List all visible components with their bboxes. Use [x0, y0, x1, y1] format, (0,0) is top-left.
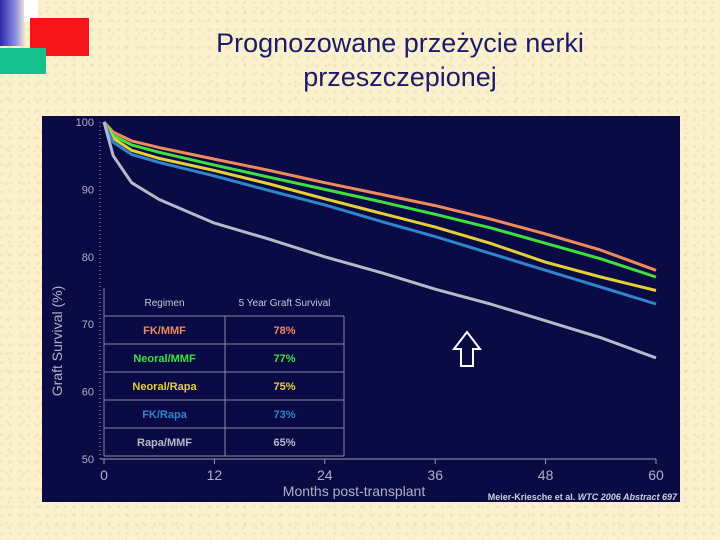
slide-title-line2: przeszczepionej — [303, 62, 497, 92]
chart-axes: 50 60 70 80 90 100 0 12 24 36 48 60 — [76, 117, 664, 483]
citation-emphasis: WTC 2006 Abstract 697 — [578, 492, 678, 502]
x-tick-label: 60 — [648, 467, 664, 483]
series-line-4 — [102, 121, 657, 360]
x-tick-label: 36 — [427, 467, 443, 483]
y-tick-label: 80 — [82, 252, 94, 264]
y-axis-label: Graft Survival (%) — [49, 286, 65, 396]
y-tick-label: 60 — [82, 387, 94, 399]
x-axis-label: Months post-transplant — [283, 483, 426, 499]
x-tick-label: 12 — [207, 467, 223, 483]
table-cell-regimen: Neoral/MMF — [133, 353, 196, 365]
slide-title: Prognozowane przeżycie nerki przeszczepi… — [130, 26, 670, 94]
y-tick-label: 70 — [82, 319, 94, 331]
table-cell-survival: 75% — [273, 381, 295, 393]
y-tick-label: 50 — [82, 454, 94, 466]
table-header-regimen: Regimen — [144, 298, 184, 309]
table-cell-survival: 65% — [273, 437, 295, 449]
up-arrow-icon — [451, 330, 483, 367]
x-tick-label: 24 — [317, 467, 333, 483]
table-cell-regimen: FK/MMF — [143, 325, 186, 337]
table-header-survival: 5 Year Graft Survival — [239, 298, 331, 309]
series-line-1 — [102, 121, 657, 279]
table-cell-regimen: FK/Rapa — [142, 409, 188, 421]
y-tick-label: 100 — [76, 117, 94, 129]
citation-prefix: Meier-Kriesche et al. — [488, 492, 578, 502]
chart-series-lines — [102, 120, 657, 360]
survival-chart: 50 60 70 80 90 100 0 12 24 36 48 60 Regimen 5 Year G… — [42, 116, 680, 502]
decorative-blue-block — [0, 0, 26, 46]
legend-table: Regimen 5 Year Graft Survival FK/MMF 78% Neo… — [103, 288, 345, 457]
series-line-0 — [102, 120, 657, 272]
table-cell-survival: 73% — [273, 409, 295, 421]
x-tick-label: 48 — [538, 467, 554, 483]
table-cell-survival: 77% — [273, 353, 295, 365]
x-tick-label: 0 — [100, 467, 108, 483]
chart-background — [42, 116, 680, 502]
series-line-2 — [102, 121, 657, 292]
table-cell-regimen: Rapa/MMF — [137, 437, 192, 449]
decorative-white-block — [24, 0, 38, 22]
table-cell-regimen: Neoral/Rapa — [132, 381, 197, 393]
y-tick-label: 90 — [82, 184, 94, 196]
decorative-teal-block — [0, 48, 46, 74]
table-cell-survival: 78% — [273, 325, 295, 337]
citation: Meier-Kriesche et al. WTC 2006 Abstract … — [488, 492, 678, 502]
series-line-3 — [102, 121, 657, 306]
slide-title-line1: Prognozowane przeżycie nerki — [216, 28, 584, 58]
